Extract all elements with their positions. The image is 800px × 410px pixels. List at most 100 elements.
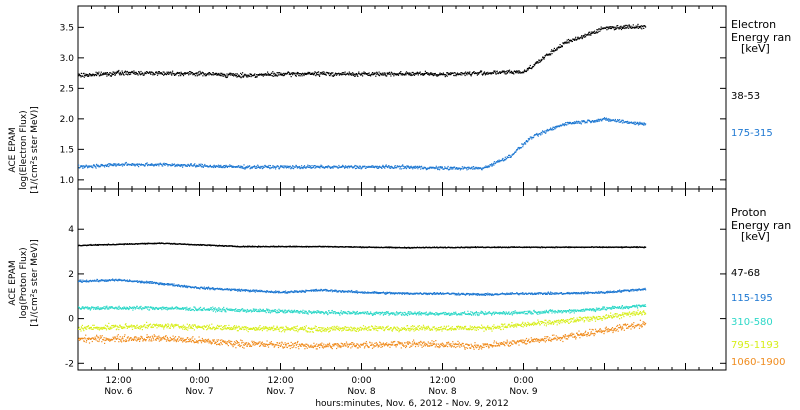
data-point — [85, 165, 87, 167]
data-point — [561, 45, 563, 47]
data-point — [165, 74, 168, 76]
data-point — [332, 75, 334, 77]
data-point — [276, 72, 278, 74]
data-point — [466, 72, 469, 74]
data-point — [276, 166, 278, 168]
data-point — [136, 280, 138, 282]
data-point — [173, 74, 176, 76]
data-point — [245, 74, 247, 76]
data-point — [534, 63, 536, 65]
data-point — [331, 167, 333, 169]
data-point — [402, 167, 404, 170]
data-point — [225, 76, 228, 79]
data-point — [428, 72, 430, 74]
data-point — [566, 39, 568, 41]
data-point — [397, 73, 399, 75]
data-point — [156, 74, 159, 76]
data-point — [378, 74, 380, 76]
data-point — [599, 30, 601, 32]
data-point — [126, 70, 128, 73]
data-point — [240, 290, 242, 292]
data-point — [98, 71, 100, 73]
data-point — [527, 140, 529, 142]
data-point — [254, 73, 256, 75]
data-point — [513, 152, 515, 155]
data-point — [313, 73, 315, 75]
data-point — [591, 121, 593, 123]
data-point — [293, 168, 295, 170]
data-point — [178, 164, 180, 166]
data-point — [516, 70, 518, 72]
data-point — [526, 69, 528, 71]
data-point — [100, 74, 102, 76]
data-point — [527, 68, 529, 70]
data-point — [260, 73, 263, 75]
legend-electron-38-53: 38-53 — [731, 91, 760, 102]
data-point — [100, 164, 102, 166]
data-point — [271, 72, 273, 74]
data-point — [510, 293, 512, 295]
data-point — [190, 73, 192, 75]
data-point — [382, 74, 384, 76]
data-point — [553, 47, 555, 49]
data-point — [239, 75, 241, 77]
data-point — [87, 306, 89, 308]
data-point — [283, 72, 285, 74]
data-point — [240, 166, 242, 168]
data-point — [239, 76, 241, 78]
data-point — [394, 74, 396, 76]
data-point — [354, 73, 356, 75]
data-point — [124, 70, 126, 72]
data-point — [137, 164, 139, 167]
data-point — [319, 165, 322, 167]
data-point — [596, 32, 598, 34]
data-point — [245, 166, 247, 168]
data-point — [327, 72, 329, 74]
data-point — [466, 74, 468, 76]
data-point — [526, 67, 529, 70]
data-point — [384, 72, 386, 74]
data-point — [132, 164, 134, 166]
data-point — [110, 75, 112, 77]
data-point — [371, 72, 374, 74]
data-point — [589, 31, 591, 33]
data-point — [519, 71, 521, 73]
data-point — [133, 70, 135, 72]
data-point — [587, 33, 589, 35]
data-point — [384, 167, 386, 169]
data-point — [157, 71, 160, 73]
data-point — [153, 73, 155, 75]
data-point — [588, 34, 590, 36]
data-point — [142, 72, 144, 74]
data-point — [221, 166, 223, 168]
data-point — [470, 74, 472, 76]
data-point — [525, 143, 527, 145]
data-point — [548, 53, 550, 55]
data-point — [89, 73, 91, 75]
data-point — [319, 75, 321, 77]
data-point — [301, 73, 303, 76]
data-point — [411, 71, 413, 74]
data-point — [376, 72, 378, 74]
data-point — [96, 279, 99, 281]
data-point — [80, 72, 82, 74]
data-point — [513, 73, 515, 75]
data-point — [591, 31, 593, 33]
data-point — [410, 74, 412, 77]
data-point — [176, 165, 178, 167]
data-point — [446, 72, 448, 74]
data-point — [102, 74, 104, 76]
data-point — [267, 73, 270, 75]
data-point — [275, 75, 277, 77]
data-point — [445, 74, 447, 76]
data-point — [243, 168, 245, 170]
data-point — [179, 165, 181, 167]
data-point — [549, 53, 551, 55]
data-point — [566, 42, 568, 44]
data-point — [531, 138, 533, 140]
data-point — [90, 165, 92, 167]
data-point — [314, 167, 316, 169]
data-point — [169, 72, 171, 74]
data-point — [242, 75, 244, 77]
data-point — [151, 72, 153, 74]
